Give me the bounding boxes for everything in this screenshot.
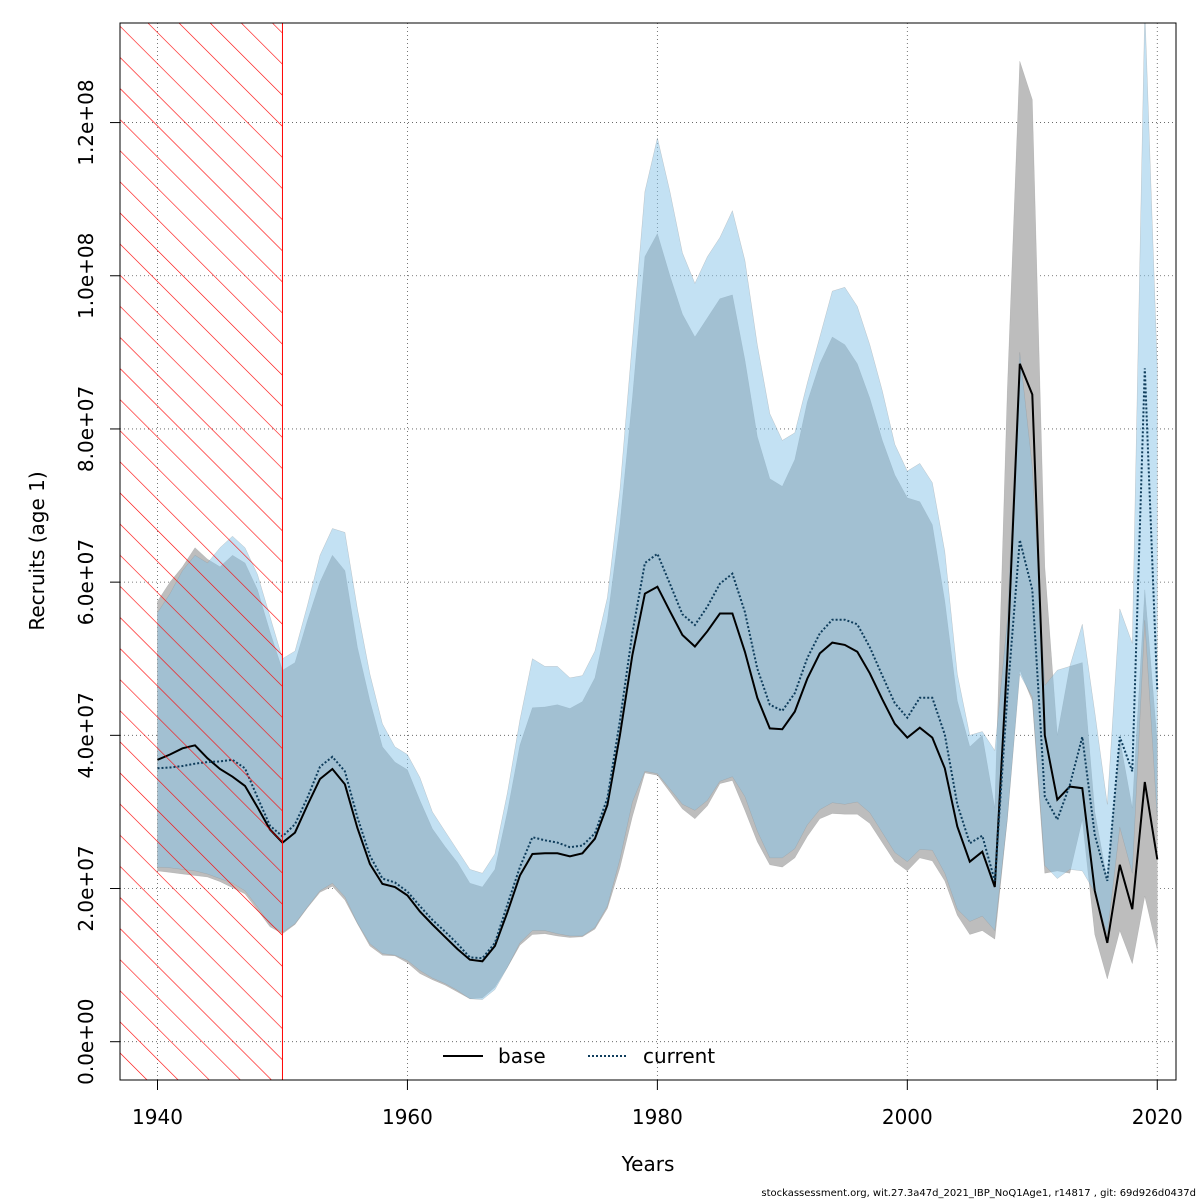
y-tick-label: 8.0e+07 [74, 386, 98, 472]
footer-note: stockassessment.org, wit.27.3a47d_2021_I… [761, 1188, 1196, 1199]
x-tick-label: 1960 [382, 1105, 433, 1129]
x-tick-label: 1980 [632, 1105, 683, 1129]
line-current [157, 368, 1159, 960]
x-tick-label: 1940 [132, 1105, 183, 1129]
y-tick-label: 1.0e+08 [74, 233, 98, 319]
band-current [157, 23, 1158, 1000]
axes: 1940 1960 1980 2000 2020 0.0e+00 2.0e+07 4.0e+0… [74, 79, 1183, 1129]
y-tick-label: 4.0e+07 [74, 692, 98, 778]
legend-base-label: base [498, 1044, 546, 1068]
series-lines [157, 363, 1159, 963]
x-tick-label: 2020 [1132, 1105, 1183, 1129]
y-tick-label: 2.0e+07 [74, 845, 98, 931]
y-tick-label: 0.0e+00 [74, 999, 98, 1085]
y-axis-title: Recruits (age 1) [25, 471, 49, 630]
line-base [157, 363, 1159, 963]
shaded-period [119, 22, 283, 1081]
x-axis-title: Years [621, 1152, 675, 1176]
x-tick-label: 2000 [882, 1105, 933, 1129]
legend: base current [443, 1044, 715, 1068]
y-tick-label: 6.0e+07 [74, 539, 98, 625]
y-tick-label: 1.2e+08 [74, 79, 98, 165]
confidence-bands [157, 23, 1158, 1000]
legend-current-label: current [643, 1044, 715, 1068]
